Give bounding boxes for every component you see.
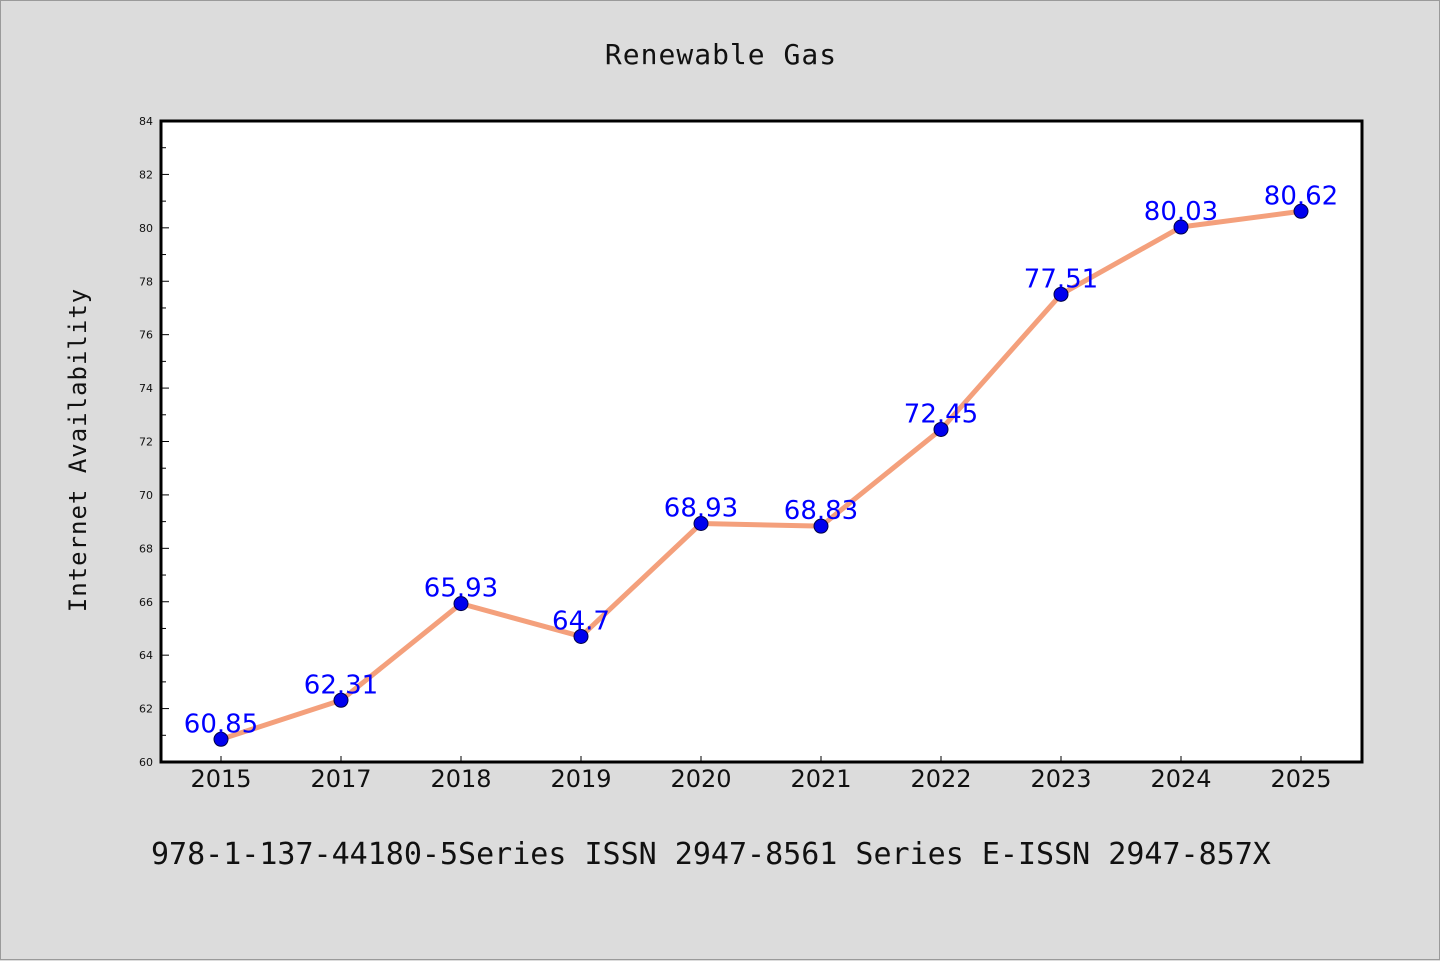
y-tick-label: 74	[139, 382, 153, 395]
data-point-label: 60.85	[184, 709, 258, 739]
data-point-marker	[1173, 219, 1189, 235]
data-point-label: 80.03	[1144, 197, 1218, 227]
data-point-marker	[813, 518, 829, 534]
data-point-marker	[333, 692, 349, 708]
data-point-label: 68.93	[664, 493, 738, 523]
x-tick-label: 2025	[1270, 765, 1331, 793]
footer-isbn-text: 978-1-137-44180-5Series ISSN 2947-8561 S…	[151, 837, 1271, 872]
data-point-marker	[1053, 286, 1069, 302]
x-tick-label: 2019	[550, 765, 611, 793]
data-point-label: 80.62	[1264, 181, 1338, 211]
data-point-label: 77.51	[1024, 264, 1098, 294]
data-point-marker	[1293, 203, 1309, 219]
data-point-marker	[453, 596, 469, 612]
x-tick-label: 2023	[1030, 765, 1091, 793]
y-tick-label: 78	[139, 275, 153, 288]
data-point-label: 65.93	[424, 574, 498, 604]
data-point-label: 64.7	[552, 606, 610, 636]
x-tick-label: 2018	[430, 765, 491, 793]
x-tick-label: 2022	[910, 765, 971, 793]
y-axis-ticks: 60 62 64 66 68 70 72 74 76 78 80 82 84	[139, 115, 169, 769]
data-labels: 60.85 62.31 65.93 64.7 68.93 68.83 72.45 77.51 8…	[184, 181, 1338, 739]
series-line-group	[218, 208, 1304, 742]
y-tick-label: 60	[139, 756, 153, 769]
data-point-label: 72.45	[904, 399, 978, 429]
y-tick-label: 68	[139, 542, 153, 555]
x-tick-label: 2021	[790, 765, 851, 793]
data-point-marker	[693, 515, 709, 531]
x-tick-label: 2020	[670, 765, 731, 793]
plot-area	[159, 119, 1364, 764]
data-point-marker	[933, 421, 949, 437]
y-tick-label: 82	[139, 168, 153, 181]
data-markers	[213, 203, 1309, 747]
data-point-marker	[573, 628, 589, 644]
y-tick-label: 70	[139, 489, 153, 502]
y-tick-label: 72	[139, 436, 153, 449]
x-tick-label: 2015	[190, 765, 251, 793]
chart-title: Renewable Gas	[605, 38, 837, 71]
y-tick-label: 80	[139, 222, 153, 235]
y-tick-label: 64	[139, 649, 153, 662]
y-tick-label: 84	[139, 115, 153, 128]
x-tick-label: 2017	[310, 765, 371, 793]
y-axis-label: Internet Availability	[64, 288, 92, 612]
data-point-label: 68.83	[784, 496, 858, 526]
series-line	[218, 208, 1304, 742]
y-tick-label: 62	[139, 703, 153, 716]
data-point-marker	[213, 731, 229, 747]
y-tick-label: 66	[139, 596, 153, 609]
y-tick-label: 76	[139, 329, 153, 342]
data-point-label: 62.31	[304, 670, 378, 700]
x-tick-label: 2024	[1150, 765, 1211, 793]
x-axis-ticks: 2015 2017 2018 2019 2020 2021 2022 2023 2024 2025	[190, 756, 1332, 793]
